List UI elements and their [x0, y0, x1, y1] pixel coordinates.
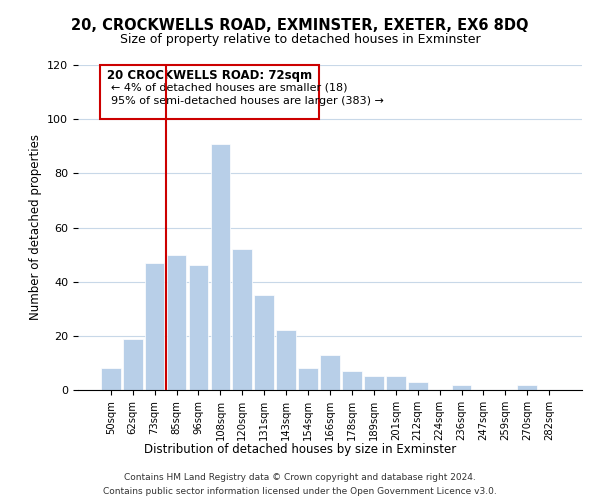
- Bar: [188, 266, 208, 390]
- Bar: [276, 330, 296, 390]
- Text: 95% of semi-detached houses are larger (383) →: 95% of semi-detached houses are larger (…: [111, 96, 383, 106]
- Bar: [167, 254, 187, 390]
- Text: Distribution of detached houses by size in Exminster: Distribution of detached houses by size …: [144, 442, 456, 456]
- Text: Contains HM Land Registry data © Crown copyright and database right 2024.: Contains HM Land Registry data © Crown c…: [124, 472, 476, 482]
- FancyBboxPatch shape: [100, 65, 319, 119]
- Bar: [452, 384, 472, 390]
- Bar: [254, 295, 274, 390]
- Text: ← 4% of detached houses are smaller (18): ← 4% of detached houses are smaller (18): [111, 82, 347, 92]
- Bar: [101, 368, 121, 390]
- Bar: [364, 376, 384, 390]
- Bar: [517, 384, 537, 390]
- Bar: [408, 382, 428, 390]
- Bar: [145, 262, 164, 390]
- Text: Contains public sector information licensed under the Open Government Licence v3: Contains public sector information licen…: [103, 488, 497, 496]
- Bar: [232, 249, 252, 390]
- Bar: [211, 144, 230, 390]
- Bar: [386, 376, 406, 390]
- Text: 20, CROCKWELLS ROAD, EXMINSTER, EXETER, EX6 8DQ: 20, CROCKWELLS ROAD, EXMINSTER, EXETER, …: [71, 18, 529, 32]
- Bar: [342, 371, 362, 390]
- Text: Size of property relative to detached houses in Exminster: Size of property relative to detached ho…: [119, 32, 481, 46]
- Bar: [320, 355, 340, 390]
- Text: 20 CROCKWELLS ROAD: 72sqm: 20 CROCKWELLS ROAD: 72sqm: [107, 69, 312, 82]
- Bar: [298, 368, 318, 390]
- Bar: [123, 338, 143, 390]
- Y-axis label: Number of detached properties: Number of detached properties: [29, 134, 41, 320]
